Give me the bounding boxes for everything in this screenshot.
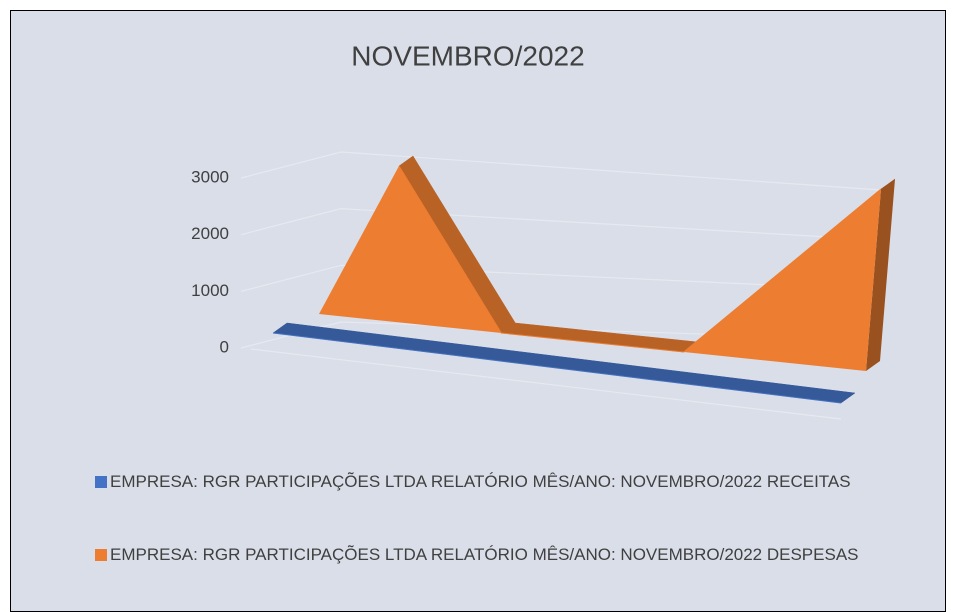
grid-line [240,321,882,349]
area-top-ribbon [651,369,856,404]
y-tick-label: 2000 [191,224,229,243]
area-top-ribbon [461,346,667,380]
grid-line [240,151,882,191]
y-tick-label: 0 [220,337,229,356]
legend-entry: EMPRESA: RGR PARTICIPAÇÕES LTDA RELATÓRI… [95,468,895,496]
area-side [866,179,895,371]
chart-area: NOVEMBRO/2022 0 1000 2000 3000 EMPRESA: RGR… [10,10,946,612]
legend-swatch [95,549,107,561]
area-top-ribbon [500,322,699,353]
grid-line [240,264,882,292]
area-face [319,166,881,371]
y-tick-label: 3000 [191,167,229,186]
area-top-ribbon [272,322,477,357]
page: {"chart_data": {"type": "area", "three_d… [10,10,946,612]
area-line [398,165,882,353]
chart-title: NOVEMBRO/2022 [351,40,584,71]
area-line [272,332,842,404]
legend-label: EMPRESA: RGR PARTICIPAÇÕES LTDA RELATÓRI… [110,472,851,491]
floor-edge [250,348,842,420]
legend-label: EMPRESA: RGR PARTICIPAÇÕES LTDA RELATÓRI… [110,545,859,564]
legend-swatch [95,476,107,488]
grid-line [240,208,882,241]
legend-entry: EMPRESA: RGR PARTICIPAÇÕES LTDA RELATÓRI… [95,541,895,569]
chart: NOVEMBRO/2022 0 1000 2000 3000 [191,40,896,420]
y-tick-label: 1000 [191,281,229,300]
